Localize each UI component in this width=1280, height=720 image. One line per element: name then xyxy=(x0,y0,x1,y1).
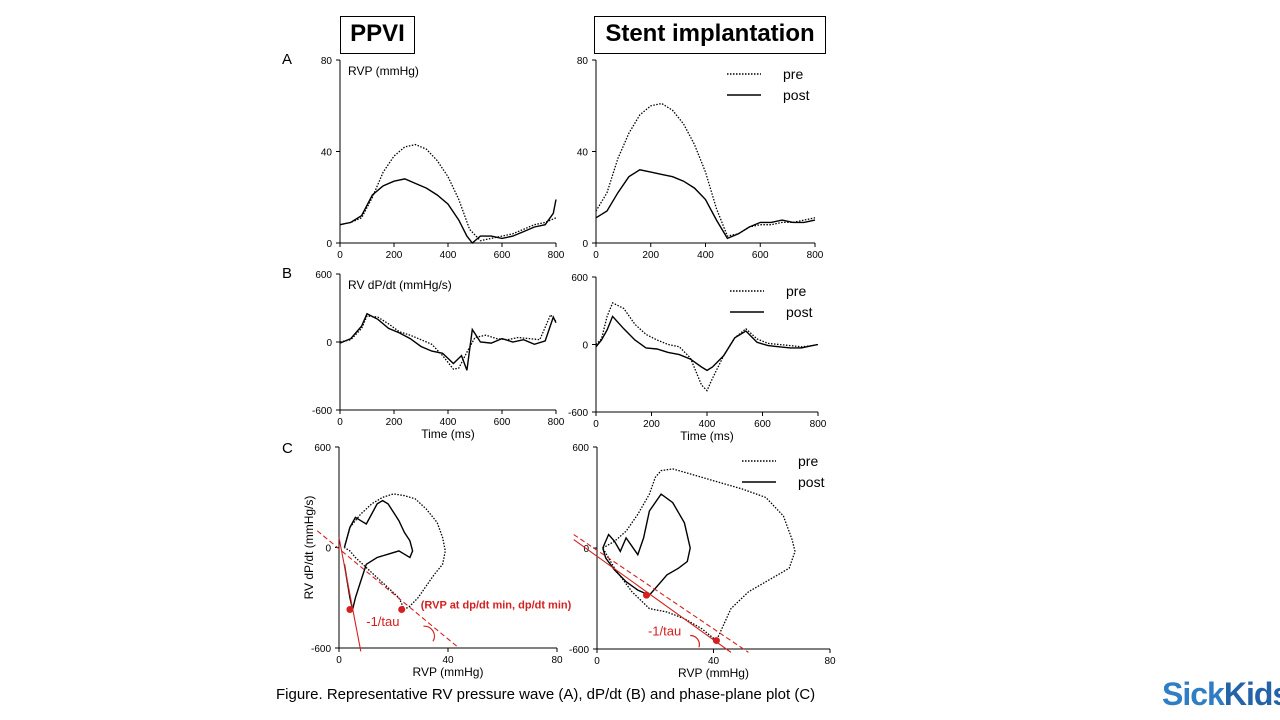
c-stent-series-post xyxy=(602,493,691,596)
c-stent-x-tick-label: 0 xyxy=(594,656,600,667)
c-stent-y-tick-label: 0 xyxy=(583,544,589,555)
a-ppvi-x-tick-label: 0 xyxy=(337,250,343,261)
b-stent-x-tick-label: 400 xyxy=(699,419,716,430)
c-ppvi-tau-line-solid xyxy=(338,537,362,652)
b-ppvi-x-tick-label: 600 xyxy=(494,417,511,428)
b-ppvi-y-tick-label: 600 xyxy=(315,270,332,281)
c-ppvi-angle-label: -1/tau xyxy=(366,614,399,629)
b-ppvi-x-tick-label: 800 xyxy=(548,417,565,428)
b-ppvi-y-tick-label: -600 xyxy=(312,406,332,417)
c-stent-legend-label-post: post xyxy=(798,474,825,490)
c-ppvi-y-tick-label: -600 xyxy=(311,644,331,655)
b-ppvi-x-axis-label: Time (ms) xyxy=(421,427,475,441)
c-stent-angle-arc xyxy=(690,634,700,648)
a-ppvi-series-pre xyxy=(339,143,557,242)
b-ppvi-series-post xyxy=(339,312,557,371)
b-ppvi-series-pre xyxy=(339,313,557,370)
a-ppvi-y-tick-label: 0 xyxy=(326,239,332,250)
c-stent-point-reference xyxy=(712,637,720,645)
b-stent-legend-label-post: post xyxy=(786,304,813,320)
figure-caption: Figure. Representative RV pressure wave … xyxy=(276,686,816,703)
c-stent-angle-label: -1/tau xyxy=(648,624,681,639)
c-stent-x-tick-label: 80 xyxy=(824,656,836,667)
c-ppvi-series-pre xyxy=(343,493,446,611)
b-ppvi-y-tick-label: 0 xyxy=(326,338,332,349)
c-ppvi-x-axis-label: RVP (mmHg) xyxy=(413,665,484,679)
panel-label-c: C xyxy=(282,440,293,457)
a-stent-y-tick-label: 80 xyxy=(577,56,589,67)
c-ppvi-tau-line-dashed xyxy=(316,530,460,649)
c-ppvi-x-tick-label: 0 xyxy=(336,655,342,666)
a-ppvi-x-tick-label: 800 xyxy=(548,250,565,261)
a-stent-legend-label-pre: pre xyxy=(783,66,803,82)
c-ppvi-x-tick-label: 80 xyxy=(551,655,563,666)
c-ppvi-y-tick-label: 600 xyxy=(314,443,331,454)
b-ppvi-x-tick-label: 400 xyxy=(440,417,457,428)
c-stent-x-axis-label: RVP (mmHg) xyxy=(678,666,749,680)
a-stent-y-tick-label: 40 xyxy=(577,148,589,159)
c-stent-series-pre xyxy=(602,468,796,642)
sickkids-logo: SickKids® xyxy=(1162,676,1280,713)
b-stent-x-tick-label: 0 xyxy=(593,419,599,430)
c-stent-tau-line-solid xyxy=(573,539,732,653)
a-ppvi-series-post xyxy=(339,178,557,245)
a-stent-x-tick-label: 400 xyxy=(697,250,714,261)
c-ppvi-point-dpdt-min xyxy=(346,605,354,613)
logo-part-1: Sick xyxy=(1162,676,1225,712)
c-ppvi-series-post xyxy=(343,499,414,610)
a-ppvi-x-tick-label: 600 xyxy=(494,250,511,261)
a-ppvi-x-tick-label: 200 xyxy=(386,250,403,261)
header-ppvi: PPVI xyxy=(340,16,415,54)
a-stent-x-tick-label: 800 xyxy=(807,250,824,261)
c-stent-tau-line-dashed xyxy=(573,534,749,653)
b-stent-x-tick-label: 600 xyxy=(754,419,771,430)
b-ppvi-y-axis-label: RV dP/dt (mmHg/s) xyxy=(348,278,452,292)
b-ppvi-x-tick-label: 200 xyxy=(386,417,403,428)
c-ppvi-y-axis-label: RV dP/dt (mmHg/s) xyxy=(302,496,316,600)
b-stent-y-tick-label: 600 xyxy=(571,273,588,284)
panel-label-b: B xyxy=(282,265,293,282)
panel-label-a: A xyxy=(282,51,293,68)
b-stent-y-tick-label: -600 xyxy=(568,408,588,419)
logo-part-2: Kids xyxy=(1223,676,1280,712)
b-stent-x-tick-label: 200 xyxy=(643,419,660,430)
a-ppvi-y-tick-label: 40 xyxy=(321,148,333,159)
b-stent-x-tick-label: 800 xyxy=(810,419,827,430)
a-ppvi-y-tick-label: 80 xyxy=(321,56,333,67)
c-ppvi-angle-arc xyxy=(423,625,436,642)
a-stent-x-tick-label: 600 xyxy=(752,250,769,261)
a-ppvi-x-tick-label: 400 xyxy=(440,250,457,261)
b-stent-series-pre xyxy=(595,302,819,392)
b-stent-legend-label-pre: pre xyxy=(786,283,806,299)
a-stent-x-tick-label: 0 xyxy=(593,250,599,261)
c-stent-x-tick-label: 40 xyxy=(708,656,720,667)
c-ppvi-point-reference xyxy=(398,605,406,613)
a-stent-legend-label-post: post xyxy=(783,87,810,103)
a-ppvi-y-axis-label: RVP (mmHg) xyxy=(348,64,419,78)
b-ppvi-x-tick-label: 0 xyxy=(337,417,343,428)
a-stent-series-post xyxy=(595,169,816,240)
c-stent-y-tick-label: 600 xyxy=(572,443,589,454)
a-stent-series-pre xyxy=(595,102,816,237)
a-stent-x-tick-label: 200 xyxy=(642,250,659,261)
c-stent-legend-label-pre: pre xyxy=(798,453,818,469)
c-ppvi-annotation: (RVP at dp/dt min, dp/dt min) xyxy=(421,600,572,612)
header-stent-implantation: Stent implantation xyxy=(594,16,826,54)
a-stent-y-tick-label: 0 xyxy=(582,239,588,250)
b-stent-series-post xyxy=(595,315,819,372)
c-ppvi-y-tick-label: 0 xyxy=(325,544,331,555)
c-stent-point-dpdt-min xyxy=(643,591,651,599)
c-stent-y-tick-label: -600 xyxy=(569,645,589,656)
b-stent-y-tick-label: 0 xyxy=(582,341,588,352)
c-ppvi-x-tick-label: 40 xyxy=(442,655,454,666)
b-stent-x-axis-label: Time (ms) xyxy=(680,429,734,443)
